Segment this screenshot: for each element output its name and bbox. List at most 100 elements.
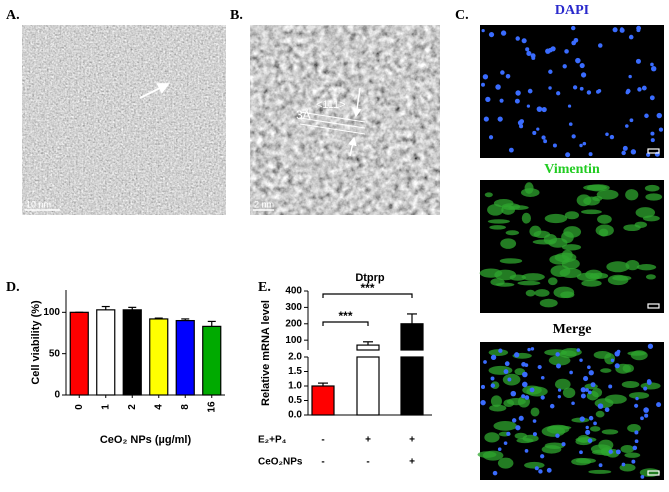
nucleus — [588, 415, 594, 421]
nucleus — [532, 130, 537, 135]
cell — [534, 289, 550, 297]
nucleus — [586, 90, 592, 95]
nucleus — [587, 365, 591, 370]
nucleus — [543, 139, 548, 144]
nucleus — [549, 403, 555, 409]
bar — [400, 323, 424, 351]
cell — [560, 291, 575, 299]
row-label: E₂+P₄ — [258, 435, 287, 446]
nucleus — [557, 394, 562, 399]
cell — [493, 421, 517, 431]
nucleus — [621, 150, 626, 156]
nucleus — [593, 421, 597, 426]
nucleus — [650, 131, 655, 136]
nucleus — [588, 370, 594, 376]
bar — [69, 311, 89, 396]
nucleus — [526, 50, 532, 57]
cell — [487, 204, 504, 216]
nucleus — [481, 82, 485, 87]
bar — [175, 319, 195, 396]
cell — [645, 274, 656, 280]
cell — [583, 184, 607, 191]
cell — [624, 452, 641, 458]
nucleus — [590, 382, 596, 388]
nucleus — [610, 358, 615, 363]
nucleus — [550, 46, 556, 52]
nucleus — [500, 70, 505, 75]
cell — [575, 436, 597, 443]
cell: + — [409, 457, 415, 468]
nucleus — [541, 106, 547, 113]
nucleus — [572, 85, 578, 90]
cell — [625, 189, 639, 201]
y-tick-label: 50 — [49, 348, 61, 359]
x-tick-label: 16 — [206, 401, 217, 413]
nucleus — [527, 347, 531, 352]
cell — [561, 244, 582, 251]
nucleus — [521, 394, 526, 399]
cell — [576, 194, 592, 207]
cell — [499, 258, 523, 264]
sig-label: *** — [360, 281, 374, 295]
y-tick-label: 100 — [285, 335, 302, 346]
nucleus — [579, 416, 585, 422]
nucleus — [656, 112, 662, 119]
nucleus — [499, 98, 504, 103]
scale-label: 2 nm — [254, 199, 274, 209]
nucleus — [538, 469, 543, 474]
tem-image — [22, 25, 226, 215]
nucleus — [480, 384, 486, 389]
cell — [544, 442, 565, 449]
cell — [621, 380, 640, 389]
nucleus — [541, 135, 546, 140]
cell — [564, 211, 580, 220]
bar — [356, 356, 380, 416]
nucleus — [612, 27, 618, 33]
nucleus — [556, 363, 562, 369]
nucleus — [580, 387, 586, 393]
cell — [627, 423, 641, 433]
nucleus — [634, 439, 639, 444]
y-tick-label: 100 — [43, 307, 60, 318]
cell — [595, 224, 614, 237]
cell — [526, 386, 548, 397]
bar — [356, 344, 380, 351]
nucleus — [608, 449, 613, 454]
nucleus — [587, 438, 593, 443]
nucleus — [534, 466, 539, 471]
plane-label: <111> — [316, 99, 346, 111]
cell — [497, 457, 514, 469]
nucleus — [571, 134, 576, 139]
nucleus — [585, 429, 591, 435]
nucleus — [548, 69, 553, 74]
cell — [544, 213, 568, 224]
nucleus — [640, 416, 644, 421]
nucleus — [579, 450, 583, 455]
cell — [484, 432, 500, 443]
cell — [541, 425, 566, 437]
x-axis-label: CeO₂ NPs (µg/ml) — [100, 434, 192, 446]
nucleus — [658, 127, 664, 132]
nucleus — [507, 377, 512, 382]
cell — [548, 355, 571, 366]
nucleus — [571, 25, 576, 31]
cell — [627, 351, 646, 356]
nucleus — [649, 95, 655, 101]
nucleus — [640, 475, 645, 479]
nucleus — [557, 388, 562, 392]
sig-bracket — [322, 293, 413, 298]
nucleus — [569, 370, 573, 375]
scale-label: 10 nm — [26, 199, 51, 209]
nucleus — [480, 399, 486, 406]
cell — [509, 274, 527, 281]
bar — [311, 385, 335, 416]
nucleus — [556, 91, 561, 96]
spacing-label: 3Å — [296, 107, 311, 122]
nucleus — [609, 134, 615, 140]
nucleus — [530, 347, 535, 351]
nucleus — [504, 361, 510, 367]
cell — [487, 219, 510, 224]
nucleus — [628, 74, 632, 79]
fluor-image — [480, 25, 664, 158]
